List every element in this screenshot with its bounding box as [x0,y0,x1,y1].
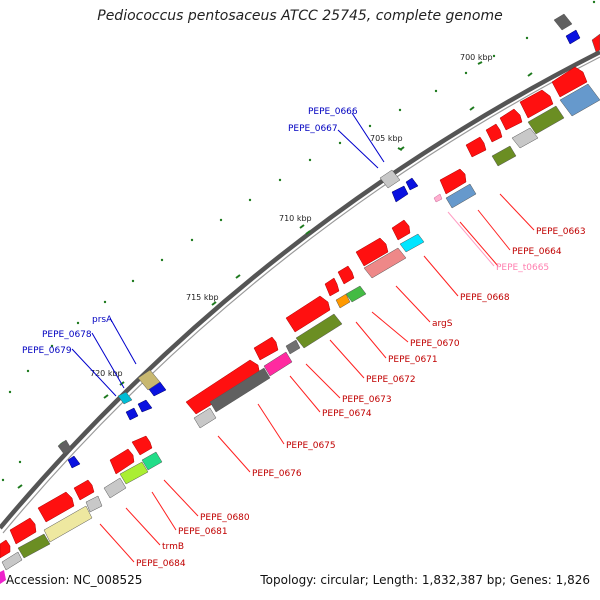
gene-label-pepe-0664[interactable]: PEPE_0664 [512,247,562,257]
reverse-gene-arrow [391,185,409,203]
gene-label-pepe-0667[interactable]: PEPE_0667 [288,124,338,134]
cog-box [263,351,293,377]
forward-gene-arrow [9,517,37,545]
backbone-inner-line [2,56,600,534]
backbone-ticks [17,72,533,489]
forward-gene-arrow [73,479,95,501]
cog-box [103,477,127,499]
forward-gene-arrow [324,277,340,297]
cog-box [553,13,573,31]
gene-label-pepe-0670[interactable]: PEPE_0670 [410,339,460,349]
forward-gene-arrow [439,168,467,195]
accession-text: Accession: NC_008525 [6,573,143,587]
reverse-gene-arrow [565,29,581,45]
reverse-gene-arrow [137,399,153,413]
cog-box [527,105,565,135]
reverse-cog-boxes [57,13,600,455]
forward-gene-arrow [185,359,261,415]
trna-leader-line [447,211,495,267]
gene-label-pepe-0663[interactable]: PEPE_0663 [536,227,586,237]
cog-box [285,339,301,355]
forward-gene-arrow [337,265,355,285]
gene-label-pepe-0666[interactable]: PEPE_0666 [308,107,358,117]
forward-gene-arrow [485,123,503,143]
cog-box [137,369,161,391]
gene-label-trmb[interactable]: trmB [162,542,184,552]
cog-box [491,145,517,167]
cog-box [209,367,271,413]
gene-label-pepe-0675[interactable]: PEPE_0675 [286,441,336,451]
cog-box [295,313,343,349]
cog-box [445,183,477,209]
cog-box [141,451,163,471]
reverse-genes [67,29,581,469]
outer-scale-dashes [103,61,483,399]
forward-gene-arrow [465,136,487,158]
cog-box [591,33,600,53]
cog-box [345,285,367,303]
scale-label-705: 705 kbp [370,134,403,143]
gene-label-pepe-0680[interactable]: PEPE_0680 [200,513,250,523]
forward-gene-arrow [37,491,75,523]
reverse-gene-arrow [67,455,81,469]
gene-label-pepe-0673[interactable]: PEPE_0673 [342,395,392,405]
outer-tick-trail [1,0,596,482]
genome-summary-text: Topology: circular; Length: 1,832,387 bp… [260,573,590,587]
reverse-gene-arrow [405,177,419,191]
gene-label-pepe-0671[interactable]: PEPE_0671 [388,355,438,365]
forward-gene-arrow [253,336,279,361]
gene-label-pepe-0672[interactable]: PEPE_0672 [366,375,416,385]
forward-gene-arrow [519,89,554,119]
scale-label-715: 715 kbp [186,293,219,302]
reverse-leader-lines [71,112,385,397]
cog-box [117,391,133,405]
reverse-gene-arrow [125,407,139,421]
forward-gene-arrow [391,219,411,241]
cog-box [85,495,103,513]
map-title: Pediococcus pentosaceus ATCC 25745, comp… [97,8,503,24]
genome-backbone [0,49,600,530]
cog-boxes [1,83,600,571]
forward-gene-arrow [131,435,153,456]
cog-box [335,293,351,309]
forward-gene-arrow [551,66,588,98]
scale-label-700: 700 kbp [460,53,493,62]
scale-label-720: 720 kbp [90,369,123,378]
gene-label-pepe-0668[interactable]: PEPE_0668 [460,293,510,303]
cog-box [193,407,217,429]
cog-box [57,439,73,455]
trna-marker [433,193,443,203]
cog-box [1,551,23,571]
forward-leader-lines [99,193,535,563]
gene-label-pepe-t0665[interactable]: PEPE_t0665 [496,263,549,273]
forward-gene-arrow [285,295,331,333]
edge-gene-fragment [0,570,6,584]
forward-gene-arrow [355,237,389,267]
gene-label-args[interactable]: argS [432,319,453,329]
gene-label-pepe-0678[interactable]: PEPE_0678 [42,330,92,340]
cog-box [511,127,539,149]
forward-gene-arrow [0,539,11,559]
gene-label-pepe-0676[interactable]: PEPE_0676 [252,469,302,479]
cog-box [17,533,51,559]
cog-box [363,247,407,279]
forward-genes [0,66,588,559]
gene-label-prsa[interactable]: prsA [92,315,113,325]
cog-box [43,505,93,543]
cog-box [119,461,149,485]
gene-label-pepe-0681[interactable]: PEPE_0681 [178,527,228,537]
cog-box [559,83,600,117]
forward-gene-arrow [109,448,135,475]
gene-label-pepe-0679[interactable]: PEPE_0679 [22,346,72,356]
cog-box [399,233,425,253]
forward-gene-arrow [499,108,523,131]
gene-label-pepe-0674[interactable]: PEPE_0674 [322,409,372,419]
scale-label-710: 710 kbp [279,214,312,223]
gene-label-pepe-0684[interactable]: PEPE_0684 [136,559,186,569]
cog-box [379,169,401,189]
